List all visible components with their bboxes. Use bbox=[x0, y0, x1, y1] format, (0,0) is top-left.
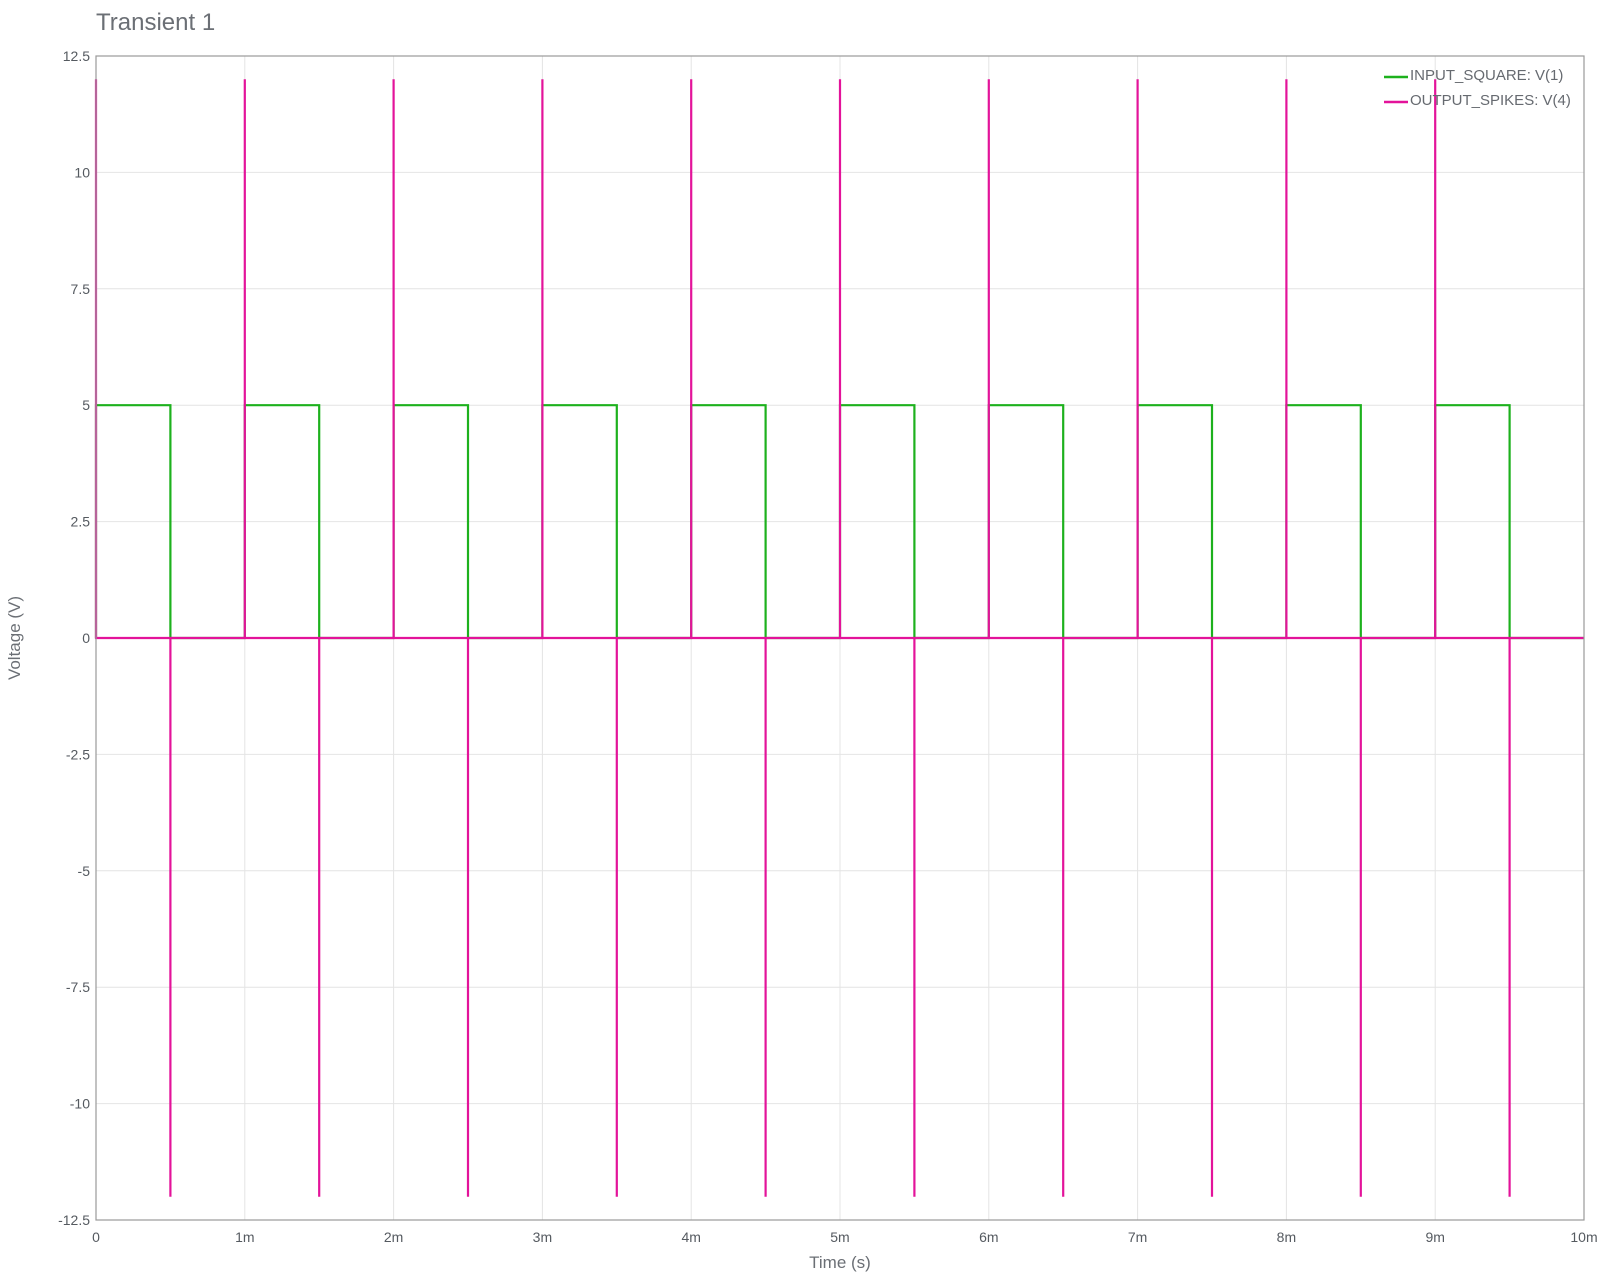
x-tick-label: 4m bbox=[681, 1229, 700, 1245]
x-tick-label: 7m bbox=[1128, 1229, 1147, 1245]
x-axis-ticks: 0 1m 2m 3m 4m 5m 6m 7m 8m 9m 10m bbox=[92, 1229, 1598, 1245]
x-tick-label: 8m bbox=[1277, 1229, 1296, 1245]
x-tick-label: 6m bbox=[979, 1229, 998, 1245]
y-tick-label: -7.5 bbox=[66, 979, 90, 995]
x-tick-label: 0 bbox=[92, 1229, 100, 1245]
y-tick-label: -12.5 bbox=[58, 1212, 90, 1228]
legend[interactable]: INPUT_SQUARE: V(1) OUTPUT_SPIKES: V(4) bbox=[1384, 67, 1571, 109]
plot-frame bbox=[95, 55, 1585, 1221]
y-tick-label: 5 bbox=[82, 397, 90, 413]
x-tick-label: 9m bbox=[1425, 1229, 1444, 1245]
y-tick-label: -2.5 bbox=[66, 746, 90, 762]
y-tick-label: -10 bbox=[70, 1096, 90, 1112]
series-layer bbox=[94, 79, 1584, 1197]
x-axis-label: Time (s) bbox=[809, 1253, 871, 1272]
y-axis-label: Voltage (V) bbox=[5, 596, 24, 680]
x-tick-label: 5m bbox=[830, 1229, 849, 1245]
y-tick-label: 12.5 bbox=[63, 48, 90, 64]
x-tick-label: 1m bbox=[235, 1229, 254, 1245]
y-tick-label: 0 bbox=[82, 630, 90, 646]
x-tick-label: 10m bbox=[1570, 1229, 1597, 1245]
legend-label-0[interactable]: INPUT_SQUARE: V(1) bbox=[1410, 67, 1563, 84]
y-tick-label: 2.5 bbox=[71, 514, 91, 530]
y-tick-label: -5 bbox=[78, 863, 91, 879]
y-tick-label: 10 bbox=[74, 164, 90, 180]
y-axis-ticks: 12.5 10 7.5 5 2.5 0 -2.5 -5 -7.5 -10 -12.5 bbox=[58, 48, 90, 1228]
y-tick-label: 7.5 bbox=[71, 281, 91, 297]
x-tick-label: 2m bbox=[384, 1229, 403, 1245]
legend-label-1[interactable]: OUTPUT_SPIKES: V(4) bbox=[1410, 92, 1571, 109]
series-line-1 bbox=[94, 79, 1584, 1197]
chart-title: Transient 1 bbox=[96, 9, 215, 36]
x-tick-label: 3m bbox=[533, 1229, 552, 1245]
